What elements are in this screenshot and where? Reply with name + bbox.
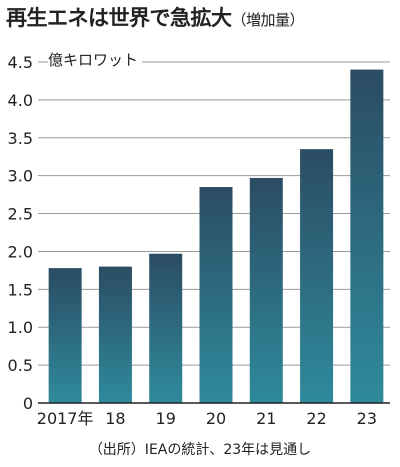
- bar: [199, 187, 233, 403]
- y-tick-label: 4.0: [8, 91, 33, 110]
- source-note: （出所）IEAの統計、23年は見通し: [88, 442, 312, 458]
- y-tick-label: 3.5: [8, 129, 33, 148]
- bar: [48, 268, 82, 403]
- y-tick-label: 3.0: [8, 167, 33, 186]
- chart-title-main: 再生エネは世界で急拡大: [6, 6, 232, 30]
- y-tick-label: 1.5: [8, 280, 33, 299]
- y-tick-label: 4.5: [8, 53, 33, 72]
- x-tick-label: 19: [156, 409, 176, 428]
- bar: [98, 266, 132, 403]
- bar: [300, 149, 334, 403]
- bar: [149, 253, 183, 403]
- x-tick-label: 23: [357, 409, 377, 428]
- x-tick-label: 18: [105, 409, 125, 428]
- x-tick-label: 22: [306, 409, 326, 428]
- chart-title: 再生エネは世界で急拡大（増加量）: [6, 2, 305, 32]
- y-tick-label: 2.5: [8, 205, 33, 224]
- x-tick-label: 2017年: [37, 409, 94, 428]
- bar: [350, 69, 384, 404]
- y-tick-label: 2.0: [8, 242, 33, 261]
- y-tick-label: 1.0: [8, 318, 33, 337]
- chart-subtitle: （増加量）: [231, 11, 305, 29]
- x-tick-label: 21: [256, 409, 276, 428]
- y-tick-label: 0.5: [8, 356, 33, 375]
- bar: [249, 177, 283, 403]
- y-tick-label: 0: [23, 394, 33, 413]
- x-tick-label: 20: [206, 409, 226, 428]
- y-axis-unit-label: 億キロワット: [48, 49, 143, 70]
